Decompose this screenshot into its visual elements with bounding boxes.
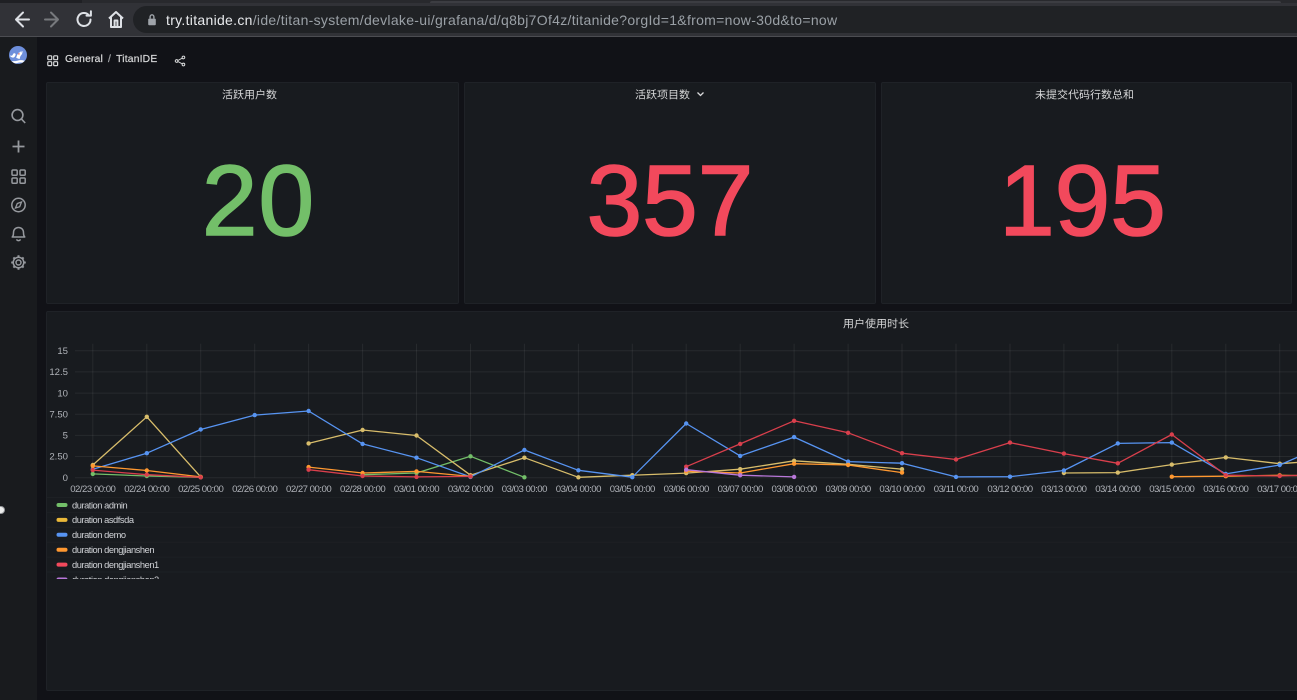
svg-text:02/27 00:00: 02/27 00:00 [286,484,331,495]
svg-text:15: 15 [57,346,68,357]
svg-text:duration dengjianshen: duration dengjianshen [72,545,154,555]
svg-text:03/10 00:00: 03/10 00:00 [879,484,924,495]
svg-text:03/15 00:00: 03/15 00:00 [1149,484,1194,495]
svg-text:2.50: 2.50 [49,452,68,463]
svg-text:02/25 00:00: 02/25 00:00 [178,484,223,495]
svg-text:03/02 00:00: 03/02 00:00 [448,484,493,495]
svg-text:12.5: 12.5 [49,367,68,378]
svg-text:02/23 00:00: 02/23 00:00 [70,484,115,495]
svg-text:03/09 00:00: 03/09 00:00 [826,484,871,495]
svg-text:duration dengjianshen2: duration dengjianshen2 [72,575,159,579]
svg-text:03/05 00:00: 03/05 00:00 [610,484,655,495]
svg-text:03/11 00:00: 03/11 00:00 [934,484,979,495]
svg-text:03/07 00:00: 03/07 00:00 [718,484,763,495]
svg-text:03/03 00:00: 03/03 00:00 [502,484,547,495]
svg-text:duration asdfsda: duration asdfsda [72,515,135,525]
svg-text:5: 5 [63,431,68,442]
svg-text:03/12 00:00: 03/12 00:00 [987,484,1032,495]
svg-text:03/04 00:00: 03/04 00:00 [556,484,601,495]
svg-text:02/24 00:00: 02/24 00:00 [124,484,169,495]
svg-text:03/14 00:00: 03/14 00:00 [1095,484,1140,495]
svg-text:0: 0 [63,473,68,484]
svg-text:10: 10 [57,388,68,399]
svg-text:7.50: 7.50 [49,409,68,420]
svg-text:03/13 00:00: 03/13 00:00 [1041,484,1086,495]
svg-text:duration demo: duration demo [72,530,126,540]
svg-text:03/16 00:00: 03/16 00:00 [1203,484,1248,495]
svg-text:03/17 00:00: 03/17 00:00 [1257,484,1297,495]
svg-text:03/08 00:00: 03/08 00:00 [772,484,817,495]
svg-text:02/26 00:00: 02/26 00:00 [232,484,277,495]
svg-text:duration dengjianshen1: duration dengjianshen1 [72,560,159,570]
svg-text:duration admin: duration admin [72,500,127,510]
svg-text:02/28 00:00: 02/28 00:00 [340,484,385,495]
svg-text:03/06 00:00: 03/06 00:00 [664,484,709,495]
svg-text:03/01 00:00: 03/01 00:00 [394,484,439,495]
